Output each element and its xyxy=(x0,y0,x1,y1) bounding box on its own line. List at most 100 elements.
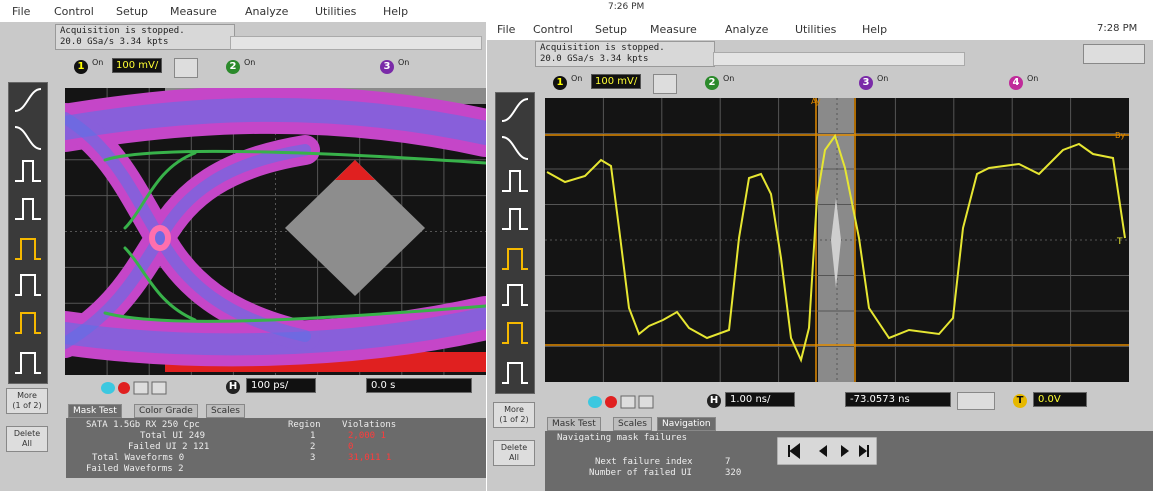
tab[interactable]: Mask Test xyxy=(547,417,601,431)
clock: 7:28 PM xyxy=(1097,23,1137,34)
navigation-label: Number of failed UI xyxy=(589,468,692,478)
channel-state[interactable]: On xyxy=(877,74,888,83)
menu-item[interactable]: Setup xyxy=(595,23,627,36)
control-icons xyxy=(100,380,180,396)
button-label: All xyxy=(494,453,534,463)
violation-count: 0 xyxy=(348,442,353,452)
violation-count: 2,000 1 xyxy=(348,431,386,441)
mask-name: SATA 1.5Gb RX 250 Cpc xyxy=(86,420,200,430)
mask-stat: Failed UI 2 121 xyxy=(128,442,209,452)
tab[interactable]: Color Grade xyxy=(134,404,198,418)
tab[interactable]: Scales xyxy=(206,404,245,418)
spin-button[interactable] xyxy=(174,58,198,78)
status-box: Acquisition is stopped. 20.0 GSa/s 3.34 … xyxy=(55,24,235,50)
violation-count: 31,011 1 xyxy=(348,453,391,463)
toolbar xyxy=(8,82,48,384)
channel-number[interactable]: 4 xyxy=(1009,76,1023,90)
control-icons xyxy=(587,394,667,410)
button-label: Delete xyxy=(7,429,47,439)
button-label: More xyxy=(494,405,534,415)
timebase-scale[interactable]: 1.00 ns/ xyxy=(725,392,795,407)
trigger-level[interactable]: 0.0V xyxy=(1033,392,1087,407)
status-line: 20.0 GSa/s 3.34 kpts xyxy=(540,54,710,65)
menu-item[interactable]: Control xyxy=(54,5,94,18)
channel-number[interactable]: 2 xyxy=(705,76,719,90)
toolbar xyxy=(495,92,535,394)
menu-item[interactable]: Analyze xyxy=(725,23,768,36)
channel-number[interactable]: 3 xyxy=(380,60,394,74)
spin-button[interactable] xyxy=(653,74,677,94)
navigation-value: 320 xyxy=(725,468,741,478)
navigation-panel: Navigating mask failures Next failure in… xyxy=(545,431,1153,491)
tab[interactable]: Navigation xyxy=(657,417,716,431)
toolbar-icons xyxy=(496,93,534,393)
mask-stat: Total UI 249 xyxy=(140,431,205,441)
channel-state[interactable]: On xyxy=(723,74,734,83)
button-label: (1 of 2) xyxy=(7,401,47,411)
menu-bar: File Control Setup Measure Analyze Utili… xyxy=(0,0,486,22)
window-controls[interactable] xyxy=(1083,44,1145,64)
menu-item[interactable]: Setup xyxy=(116,5,148,18)
navigation-title: Navigating mask failures xyxy=(557,433,687,443)
side-button[interactable]: More (1 of 2) xyxy=(493,402,535,428)
table-header: Violations xyxy=(342,420,396,430)
control-icons[interactable] xyxy=(587,394,667,410)
menu-item[interactable]: Analyze xyxy=(245,5,288,18)
menu-item[interactable]: Measure xyxy=(170,5,217,18)
menu-item[interactable]: Control xyxy=(533,23,573,36)
table-header: Region xyxy=(288,420,321,430)
marker-label: By xyxy=(1115,131,1125,140)
region-number: 1 xyxy=(310,431,315,441)
right-window: File Control Setup Measure Analyze Utili… xyxy=(487,14,1153,491)
tab[interactable]: Scales xyxy=(613,417,652,431)
side-button[interactable]: More (1 of 2) xyxy=(6,388,48,414)
channel-state[interactable]: On xyxy=(398,58,409,67)
channel-state[interactable]: On xyxy=(244,58,255,67)
channel-state[interactable]: On xyxy=(571,74,582,83)
side-button[interactable]: Delete All xyxy=(493,440,535,466)
channel-state[interactable]: On xyxy=(92,58,103,67)
menu-item[interactable]: Help xyxy=(862,23,887,36)
menu-item[interactable]: Measure xyxy=(650,23,697,36)
region-number: 2 xyxy=(310,442,315,452)
mask-stat: Total Waveforms 0 xyxy=(92,453,184,463)
timebase-scale[interactable]: 100 ps/ xyxy=(246,378,316,393)
menu-item[interactable]: Help xyxy=(383,5,408,18)
left-window: File Control Setup Measure Analyze Utili… xyxy=(0,0,486,491)
timebase-label: H xyxy=(707,394,721,408)
timebase-position[interactable]: -73.0573 ns xyxy=(845,392,951,407)
tab[interactable]: Mask Test xyxy=(68,404,122,418)
mask-stat: Failed Waveforms 2 xyxy=(86,464,184,474)
status-line: 20.0 GSa/s 3.34 kpts xyxy=(60,37,230,48)
channel-scale[interactable]: 100 mV/ xyxy=(112,58,162,73)
clock: 7:26 PM xyxy=(608,2,644,12)
menu-item[interactable]: Utilities xyxy=(795,23,836,36)
navigation-value: 7 xyxy=(725,457,730,467)
toolbar-icons xyxy=(9,83,47,383)
timebase-position[interactable]: 0.0 s xyxy=(366,378,472,393)
status-box: Acquisition is stopped. 20.0 GSa/s 3.34 … xyxy=(535,41,715,67)
channel-state[interactable]: On xyxy=(1027,74,1038,83)
region-number: 3 xyxy=(310,453,315,463)
channel-number[interactable]: 3 xyxy=(859,76,873,90)
screenshot: File Control Setup Measure Analyze Utili… xyxy=(0,0,1153,491)
nav-button[interactable] xyxy=(957,392,995,410)
menu-item[interactable]: File xyxy=(497,23,515,36)
navigation-buttons[interactable] xyxy=(777,437,877,465)
eye-diagram-screen xyxy=(65,88,486,375)
button-label: (1 of 2) xyxy=(494,415,534,425)
marker-label: Ay xyxy=(811,98,821,106)
navigation-label: Next failure index xyxy=(595,457,693,467)
channel-number[interactable]: 1 xyxy=(553,76,567,90)
channel-number[interactable]: 1 xyxy=(74,60,88,74)
menu-item[interactable]: File xyxy=(12,5,30,18)
side-button[interactable]: Delete All xyxy=(6,426,48,452)
button-label: Delete xyxy=(494,443,534,453)
channel-scale[interactable]: 100 mV/ xyxy=(591,74,641,89)
control-icons[interactable] xyxy=(100,380,150,396)
status-bar xyxy=(230,36,482,50)
button-label: All xyxy=(7,439,47,449)
channel-number[interactable]: 2 xyxy=(226,60,240,74)
trigger-label: T xyxy=(1013,394,1027,408)
menu-item[interactable]: Utilities xyxy=(315,5,356,18)
